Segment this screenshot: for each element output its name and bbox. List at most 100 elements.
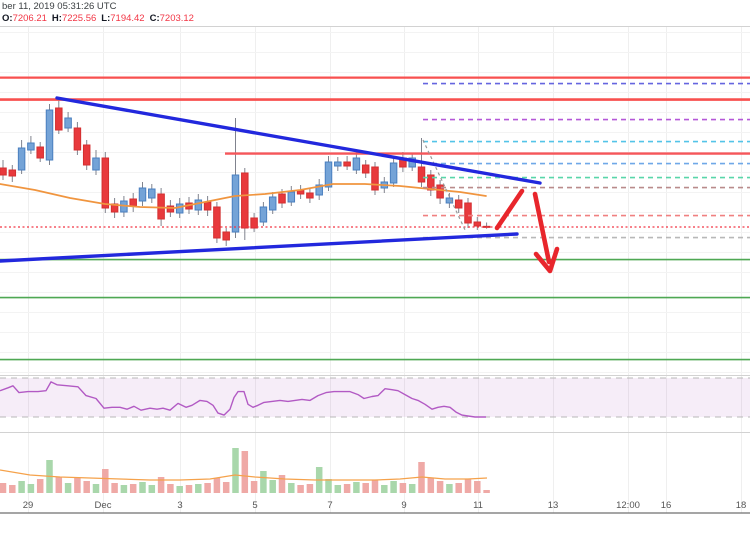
volume-bar bbox=[241, 451, 249, 493]
candle-up bbox=[231, 174, 240, 233]
ohlc-legend: ber 11, 2019 05:31:26 UTC O:7206.21 H:722… bbox=[2, 1, 194, 24]
volume-bar bbox=[260, 471, 267, 493]
candle-down bbox=[36, 146, 44, 159]
volume-ma-line bbox=[0, 469, 488, 481]
candle-down bbox=[55, 107, 63, 131]
chart-timestamp: ber 11, 2019 05:31:26 UTC bbox=[2, 1, 117, 12]
high-label: H: bbox=[51, 13, 62, 24]
candle-up bbox=[175, 203, 184, 214]
high-value: 7225.56 bbox=[61, 13, 97, 24]
x-axis-label: 7 bbox=[327, 500, 332, 511]
volume-bar bbox=[446, 484, 453, 493]
volume-bar bbox=[455, 483, 462, 493]
low-value: 7194.42 bbox=[110, 13, 145, 24]
candle-down bbox=[473, 221, 482, 227]
volume-bar bbox=[157, 477, 165, 493]
x-axis-label: 5 bbox=[252, 500, 257, 511]
rsi-line bbox=[0, 381, 486, 418]
volume-bar bbox=[343, 484, 351, 493]
volume-bar bbox=[111, 483, 118, 493]
candle-up bbox=[17, 147, 26, 171]
candle-down bbox=[101, 157, 110, 209]
close-value: 7203.12 bbox=[159, 13, 194, 24]
candle-up bbox=[194, 199, 203, 211]
candle-up bbox=[45, 109, 54, 161]
volume-bar bbox=[427, 478, 435, 493]
breakdown-arrow-segment bbox=[494, 188, 525, 231]
low-label: L: bbox=[101, 13, 111, 24]
volume-bar bbox=[269, 480, 276, 493]
volume-bar bbox=[213, 478, 221, 493]
volume-bar bbox=[297, 485, 304, 493]
candle-down bbox=[278, 193, 286, 204]
candle-up bbox=[27, 142, 35, 151]
open-label: O: bbox=[2, 13, 13, 24]
volume-bar bbox=[464, 479, 472, 493]
volume-bar bbox=[436, 481, 444, 493]
candle-down bbox=[417, 166, 426, 183]
volume-bar bbox=[74, 478, 81, 493]
volume-bar bbox=[278, 475, 286, 493]
volume-bar bbox=[102, 469, 109, 493]
candle-down bbox=[427, 174, 435, 191]
candle-down bbox=[306, 192, 314, 199]
candle-down bbox=[157, 193, 165, 220]
volume-bar bbox=[353, 482, 360, 493]
x-axis-label: 29 bbox=[23, 500, 34, 511]
candle-up bbox=[389, 162, 398, 184]
x-axis-label: Dec bbox=[95, 500, 112, 511]
volume-bar bbox=[176, 486, 183, 493]
volume-bar bbox=[204, 483, 211, 493]
volume-bar bbox=[83, 481, 90, 493]
volume-bar bbox=[64, 483, 72, 493]
candle-up bbox=[138, 187, 147, 202]
volume-bar bbox=[371, 480, 379, 493]
x-axis-label: 12:00 bbox=[616, 500, 640, 511]
volume-bar bbox=[129, 484, 137, 493]
volume-bar bbox=[27, 484, 35, 493]
candle-down bbox=[82, 144, 91, 166]
volume-bar bbox=[18, 481, 25, 493]
candle-down bbox=[464, 202, 472, 224]
volume-bar bbox=[195, 484, 202, 493]
volume-bar bbox=[474, 481, 481, 493]
volume-bar bbox=[381, 485, 388, 493]
x-axis-label: 3 bbox=[177, 500, 182, 511]
candle-up bbox=[259, 206, 268, 223]
volume-bar bbox=[92, 484, 100, 493]
x-axis-label: 9 bbox=[401, 500, 406, 511]
candle-up bbox=[324, 161, 333, 188]
x-axis-label: 11 bbox=[473, 500, 483, 511]
breakdown-arrow-head bbox=[533, 246, 560, 274]
volume-bar bbox=[250, 481, 258, 493]
volume-bar bbox=[232, 448, 239, 493]
volume-bar bbox=[167, 484, 174, 493]
volume-bar bbox=[306, 484, 314, 493]
volume-bar bbox=[36, 479, 44, 493]
lower-trendline bbox=[0, 232, 519, 263]
volume-bar bbox=[0, 483, 7, 493]
x-axis-label: 16 bbox=[661, 500, 672, 511]
open-value: 7206.21 bbox=[12, 13, 47, 24]
candle-down bbox=[343, 161, 351, 167]
candle-down bbox=[436, 184, 444, 199]
candle-up bbox=[445, 197, 454, 204]
candle-down bbox=[222, 231, 230, 241]
candle-up bbox=[287, 191, 296, 203]
volume-bar bbox=[148, 485, 156, 493]
volume-bar bbox=[288, 483, 295, 493]
volume-bar bbox=[334, 485, 342, 493]
volume-bar bbox=[185, 485, 193, 493]
ohlc-values: O:7206.21 H:7225.56 L:7194.42 C:7203.12 bbox=[2, 13, 194, 24]
candle-up bbox=[148, 188, 156, 199]
price-ma-line bbox=[0, 183, 487, 209]
volume-bar bbox=[362, 483, 369, 493]
candle-up bbox=[352, 157, 361, 171]
volume-bar bbox=[483, 490, 490, 493]
candle-up bbox=[334, 161, 342, 167]
candle-down bbox=[241, 172, 249, 229]
volume-bar bbox=[55, 477, 63, 493]
